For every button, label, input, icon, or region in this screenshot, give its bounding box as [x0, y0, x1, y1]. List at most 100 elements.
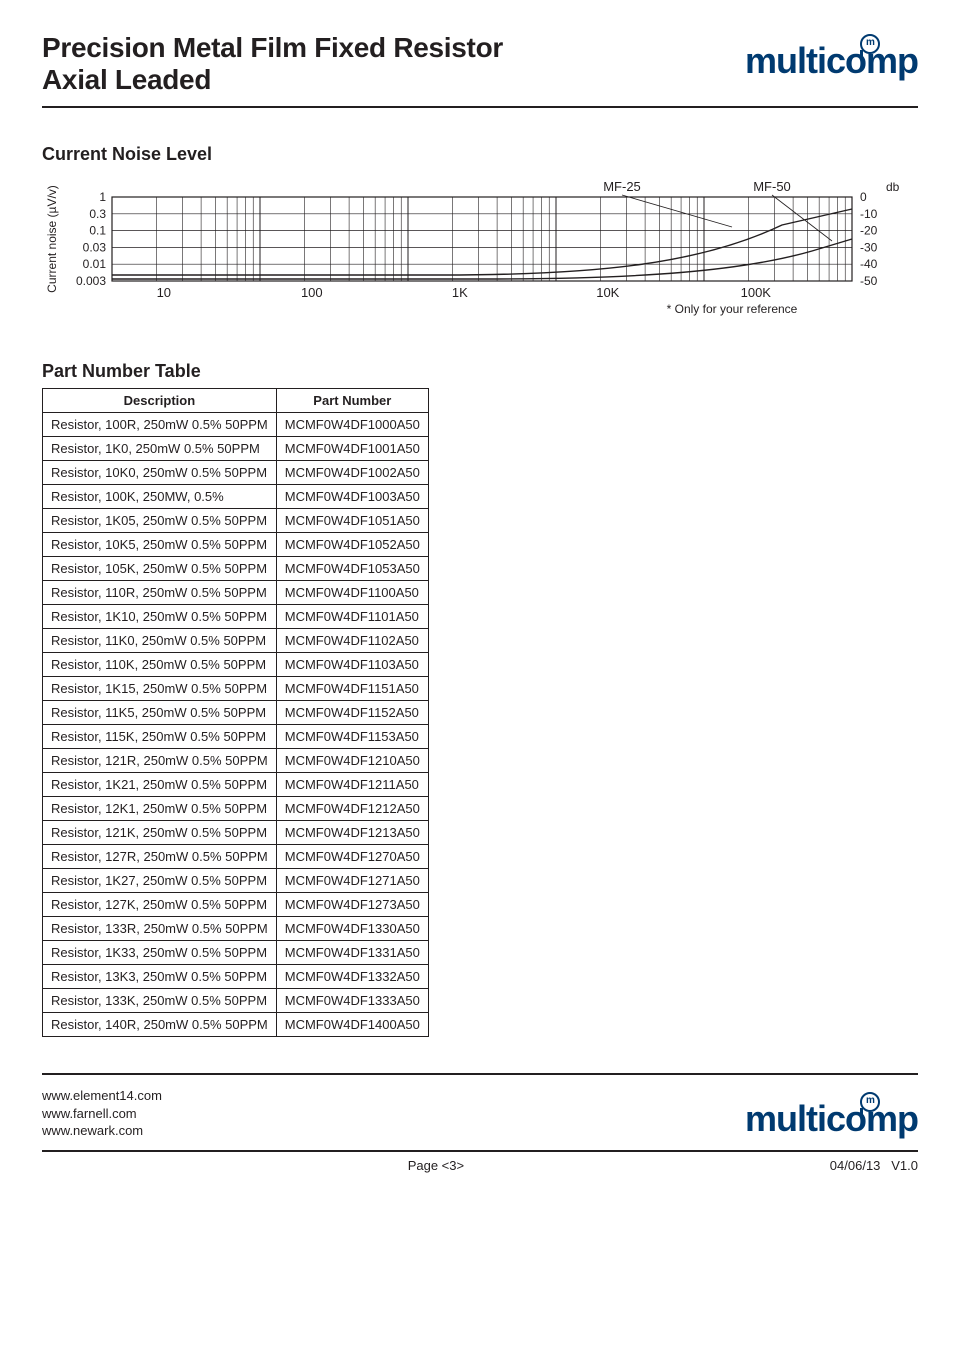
table-cell: Resistor, 1K10, 250mW 0.5% 50PPM	[43, 605, 277, 629]
svg-text:* Only for your reference: * Only for your reference	[667, 302, 798, 316]
table-cell: MCMF0W4DF1003A50	[276, 485, 428, 509]
svg-text:0.3: 0.3	[89, 207, 106, 221]
table-row: Resistor, 105K, 250mW 0.5% 50PPMMCMF0W4D…	[43, 557, 429, 581]
table-cell: Resistor, 11K0, 250mW 0.5% 50PPM	[43, 629, 277, 653]
table-cell: MCMF0W4DF1151A50	[276, 677, 428, 701]
table-row: Resistor, 1K10, 250mW 0.5% 50PPMMCMF0W4D…	[43, 605, 429, 629]
page-date-version: 04/06/13 V1.0	[830, 1158, 918, 1173]
table-row: Resistor, 1K21, 250mW 0.5% 50PPMMCMF0W4D…	[43, 773, 429, 797]
logo-mark-stem-icon	[860, 50, 863, 60]
table-row: Resistor, 133R, 250mW 0.5% 50PPMMCMF0W4D…	[43, 917, 429, 941]
table-cell: Resistor, 115K, 250mW 0.5% 50PPM	[43, 725, 277, 749]
table-row: Resistor, 1K33, 250mW 0.5% 50PPMMCMF0W4D…	[43, 941, 429, 965]
title-line2: Axial Leaded	[42, 64, 503, 96]
table-cell: MCMF0W4DF1270A50	[276, 845, 428, 869]
table-title: Part Number Table	[42, 361, 918, 382]
table-row: Resistor, 110R, 250mW 0.5% 50PPMMCMF0W4D…	[43, 581, 429, 605]
logo-text: multicomp	[745, 40, 918, 81]
table-row: Resistor, 121K, 250mW 0.5% 50PPMMCMF0W4D…	[43, 821, 429, 845]
table-header: Part Number	[276, 389, 428, 413]
table-cell: MCMF0W4DF1102A50	[276, 629, 428, 653]
table-cell: Resistor, 1K21, 250mW 0.5% 50PPM	[43, 773, 277, 797]
table-row: Resistor, 133K, 250mW 0.5% 50PPMMCMF0W4D…	[43, 989, 429, 1013]
svg-text:10: 10	[157, 285, 171, 300]
footer-link: www.newark.com	[42, 1122, 162, 1140]
table-row: Resistor, 127R, 250mW 0.5% 50PPMMCMF0W4D…	[43, 845, 429, 869]
footer-links: www.element14.comwww.farnell.comwww.newa…	[42, 1087, 162, 1140]
title-line1: Precision Metal Film Fixed Resistor	[42, 32, 503, 64]
table-cell: Resistor, 105K, 250mW 0.5% 50PPM	[43, 557, 277, 581]
table-row: Resistor, 1K0, 250mW 0.5% 50PPMMCMF0W4DF…	[43, 437, 429, 461]
svg-text:MF-50: MF-50	[753, 179, 791, 194]
table-cell: MCMF0W4DF1153A50	[276, 725, 428, 749]
table-row: Resistor, 110K, 250mW 0.5% 50PPMMCMF0W4D…	[43, 653, 429, 677]
table-cell: MCMF0W4DF1271A50	[276, 869, 428, 893]
part-number-table: DescriptionPart NumberResistor, 100R, 25…	[42, 388, 429, 1037]
table-row: Resistor, 100R, 250mW 0.5% 50PPMMCMF0W4D…	[43, 413, 429, 437]
table-row: Resistor, 13K3, 250mW 0.5% 50PPMMCMF0W4D…	[43, 965, 429, 989]
footer-link: www.element14.com	[42, 1087, 162, 1105]
table-cell: MCMF0W4DF1001A50	[276, 437, 428, 461]
table-row: Resistor, 12K1, 250mW 0.5% 50PPMMCMF0W4D…	[43, 797, 429, 821]
table-row: Resistor, 127K, 250mW 0.5% 50PPMMCMF0W4D…	[43, 893, 429, 917]
brand-logo: multicomp m	[745, 40, 918, 82]
table-cell: MCMF0W4DF1051A50	[276, 509, 428, 533]
table-row: Resistor, 140R, 250mW 0.5% 50PPMMCMF0W4D…	[43, 1013, 429, 1037]
svg-text:MF-25: MF-25	[603, 179, 641, 194]
table-cell: MCMF0W4DF1103A50	[276, 653, 428, 677]
table-cell: MCMF0W4DF1400A50	[276, 1013, 428, 1037]
svg-text:0: 0	[860, 190, 867, 204]
svg-text:1: 1	[99, 190, 106, 204]
part-table-section: Part Number Table DescriptionPart Number…	[42, 361, 918, 1037]
table-row: Resistor, 1K05, 250mW 0.5% 50PPMMCMF0W4D…	[43, 509, 429, 533]
table-cell: MCMF0W4DF1053A50	[276, 557, 428, 581]
svg-text:-20: -20	[860, 224, 878, 238]
svg-text:0.01: 0.01	[83, 258, 107, 272]
table-cell: MCMF0W4DF1000A50	[276, 413, 428, 437]
footer-link: www.farnell.com	[42, 1105, 162, 1123]
table-cell: MCMF0W4DF1213A50	[276, 821, 428, 845]
table-cell: MCMF0W4DF1210A50	[276, 749, 428, 773]
table-cell: Resistor, 140R, 250mW 0.5% 50PPM	[43, 1013, 277, 1037]
table-cell: Resistor, 10K0, 250mW 0.5% 50PPM	[43, 461, 277, 485]
table-cell: MCMF0W4DF1331A50	[276, 941, 428, 965]
table-cell: MCMF0W4DF1212A50	[276, 797, 428, 821]
table-cell: Resistor, 133K, 250mW 0.5% 50PPM	[43, 989, 277, 1013]
table-cell: MCMF0W4DF1052A50	[276, 533, 428, 557]
logo-mark-stem-icon-footer	[860, 1108, 863, 1118]
svg-text:0.1: 0.1	[89, 224, 106, 238]
table-cell: Resistor, 1K0, 250mW 0.5% 50PPM	[43, 437, 277, 461]
svg-text:100: 100	[301, 285, 323, 300]
table-cell: MCMF0W4DF1273A50	[276, 893, 428, 917]
table-row: Resistor, 10K0, 250mW 0.5% 50PPMMCMF0W4D…	[43, 461, 429, 485]
table-cell: Resistor, 1K15, 250mW 0.5% 50PPM	[43, 677, 277, 701]
svg-text:db: db	[886, 180, 900, 194]
table-cell: Resistor, 1K33, 250mW 0.5% 50PPM	[43, 941, 277, 965]
table-cell: Resistor, 121K, 250mW 0.5% 50PPM	[43, 821, 277, 845]
page-number: Page <3>	[42, 1158, 830, 1173]
table-cell: MCMF0W4DF1332A50	[276, 965, 428, 989]
chart-title: Current Noise Level	[42, 144, 918, 165]
page-header: Precision Metal Film Fixed Resistor Axia…	[42, 32, 918, 108]
table-row: Resistor, 10K5, 250mW 0.5% 50PPMMCMF0W4D…	[43, 533, 429, 557]
svg-text:0.03: 0.03	[83, 241, 107, 255]
table-row: Resistor, 100K, 250MW, 0.5%MCMF0W4DF1003…	[43, 485, 429, 509]
page-date: 04/06/13	[830, 1158, 881, 1173]
table-cell: MCMF0W4DF1100A50	[276, 581, 428, 605]
table-row: Resistor, 115K, 250mW 0.5% 50PPMMCMF0W4D…	[43, 725, 429, 749]
table-cell: MCMF0W4DF1152A50	[276, 701, 428, 725]
table-cell: Resistor, 121R, 250mW 0.5% 50PPM	[43, 749, 277, 773]
svg-text:-30: -30	[860, 241, 878, 255]
table-cell: Resistor, 127R, 250mW 0.5% 50PPM	[43, 845, 277, 869]
table-cell: Resistor, 10K5, 250mW 0.5% 50PPM	[43, 533, 277, 557]
table-cell: Resistor, 127K, 250mW 0.5% 50PPM	[43, 893, 277, 917]
logo-mark-icon: m	[860, 34, 880, 54]
noise-chart: 10.30.10.030.010.0030-10-20-30-40-50db10…	[42, 171, 912, 321]
table-cell: Resistor, 12K1, 250mW 0.5% 50PPM	[43, 797, 277, 821]
svg-text:0.003: 0.003	[76, 274, 106, 288]
table-row: Resistor, 11K0, 250mW 0.5% 50PPMMCMF0W4D…	[43, 629, 429, 653]
logo-text-footer: multicomp	[745, 1098, 918, 1139]
table-cell: Resistor, 110K, 250mW 0.5% 50PPM	[43, 653, 277, 677]
svg-text:-40: -40	[860, 258, 878, 272]
table-cell: Resistor, 11K5, 250mW 0.5% 50PPM	[43, 701, 277, 725]
